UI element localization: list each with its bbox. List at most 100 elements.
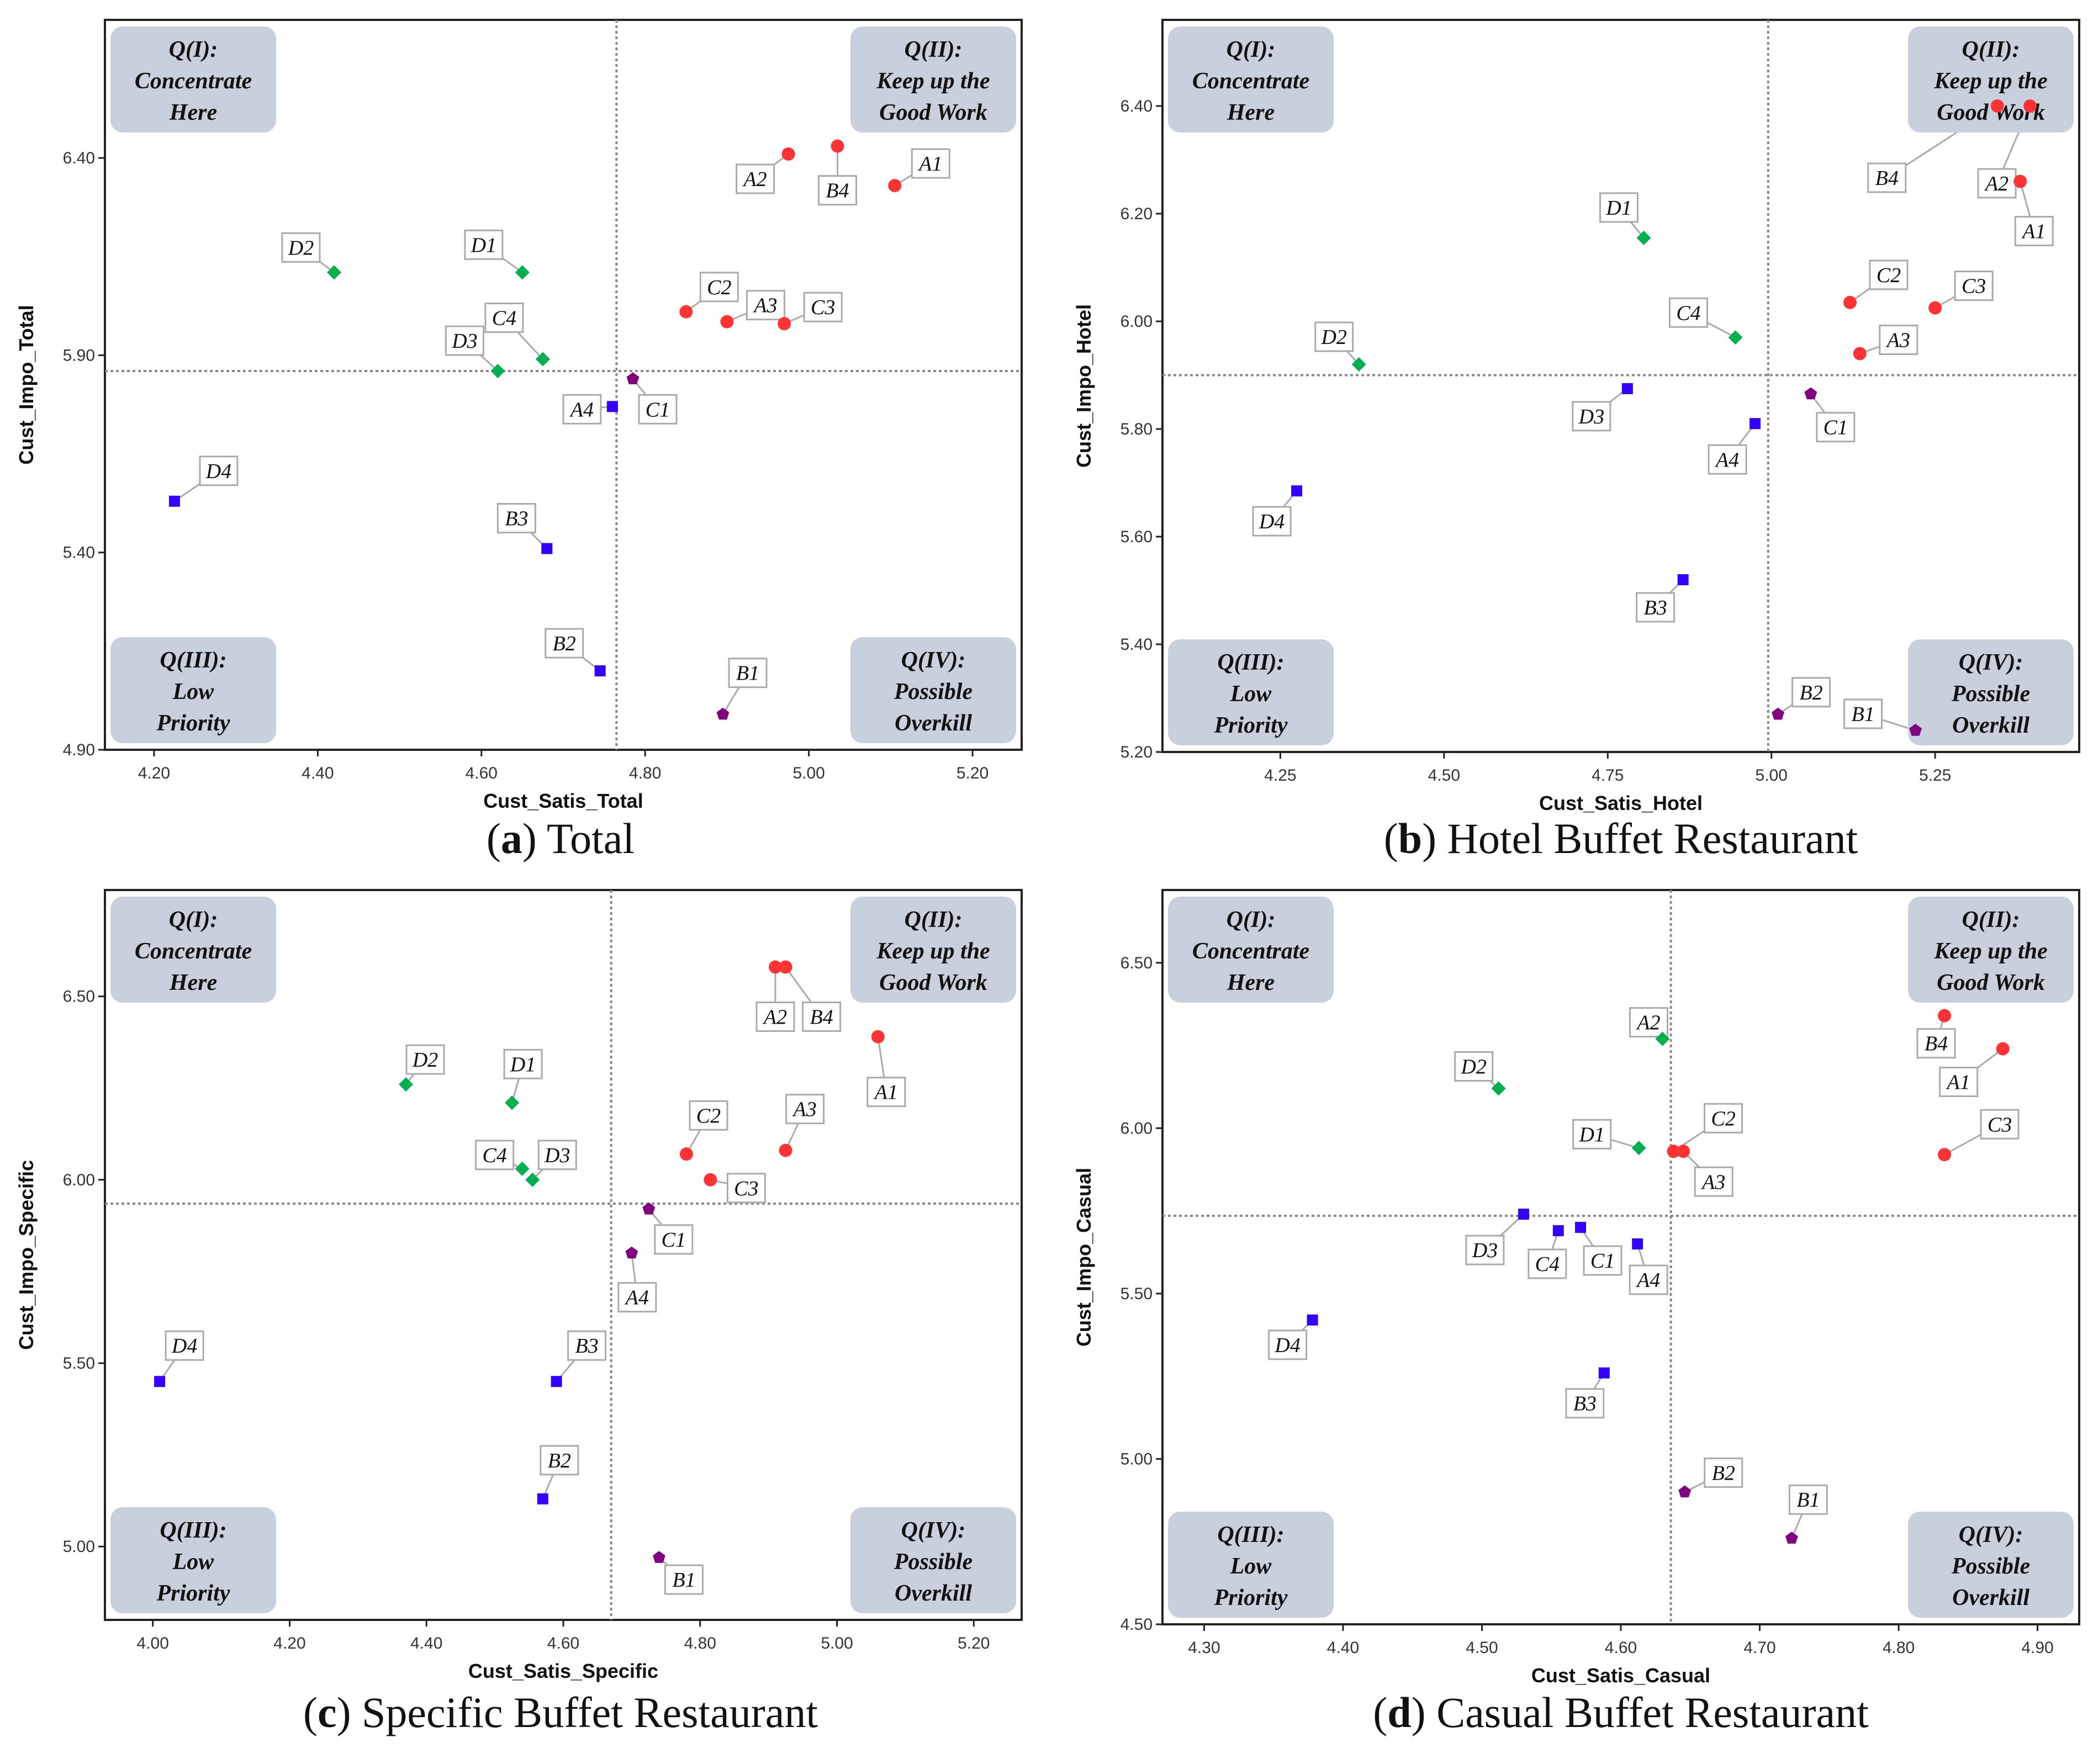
point-label-A2: A2 — [762, 1006, 787, 1029]
y-tick-label: 6.00 — [1121, 1119, 1153, 1137]
x-tick-label: 4.40 — [1327, 1639, 1359, 1657]
point-label-box — [1867, 162, 1907, 193]
data-point-D2 — [327, 265, 341, 280]
quadrant-label-q4-line: Overkill — [1952, 1585, 2029, 1611]
x-tick-label: 5.00 — [821, 1634, 853, 1652]
point-label-C2: C2 — [1877, 264, 1901, 287]
data-point-D3 — [490, 363, 505, 378]
point-label-box — [728, 658, 768, 688]
quadrant-label-q4-background — [1908, 1512, 2074, 1618]
y-tick-label: 5.80 — [1121, 420, 1153, 438]
data-point-C2 — [1667, 1145, 1680, 1158]
y-axis-title: Cust_Impo_Hotel — [1072, 304, 1095, 468]
point-label-box — [664, 1564, 704, 1595]
quadrant-label-q2-line: Good Work — [1937, 970, 2045, 995]
quadrant-label-q2-line: Keep up the — [876, 939, 990, 964]
quadrant-label-q1-line: Concentrate — [135, 939, 252, 964]
point-label-D2: D2 — [1460, 1055, 1486, 1078]
quadrant-label-q4: Q(IV): Possible Overkill — [1908, 1512, 2074, 1618]
x-tick-label: 4.20 — [273, 1634, 305, 1652]
data-point-D2 — [1351, 357, 1366, 372]
data-point-C4 — [515, 1161, 530, 1176]
point-label-box — [496, 503, 536, 534]
data-point-D2 — [1491, 1081, 1506, 1096]
quadrant-label-q1: Q(I): Concentrate Here — [110, 897, 276, 1003]
point-label-D3: D3 — [1578, 405, 1604, 428]
quadrant-label-q2-line: Good Work — [879, 970, 987, 995]
quadrant-label-q1-line: Concentrate — [135, 68, 252, 94]
data-point-C3 — [704, 1173, 717, 1186]
x-tick-label: 4.00 — [137, 1634, 169, 1652]
point-label-A1: A1 — [2021, 220, 2046, 243]
data-point-B2 — [1772, 707, 1784, 720]
y-axis-title: Cust_Impo_Casual — [1072, 1168, 1095, 1347]
point-label-B2: B2 — [1799, 681, 1822, 704]
point-label-D4: D4 — [205, 460, 231, 483]
point-label-box — [1708, 444, 1747, 475]
point-label-C1: C1 — [1590, 1249, 1615, 1273]
data-point-C4 — [1728, 330, 1743, 345]
quadrant-label-q1-background — [110, 897, 276, 1003]
point-label-box — [1788, 1484, 1828, 1515]
data-point-B3 — [541, 543, 553, 554]
point-label-box — [1583, 1245, 1622, 1276]
y-tick-label: 5.60 — [1121, 528, 1153, 546]
point-label-box — [726, 1173, 766, 1204]
data-point-A1 — [871, 1030, 885, 1043]
quadrant-label-q2: Q(II): Keep up the Good Work — [850, 27, 1016, 133]
data-point-B1 — [653, 1551, 665, 1563]
x-axis-title: Cust_Satis_Specific — [468, 1660, 658, 1682]
quadrant-label-q1-line: Q(I): — [1227, 37, 1276, 62]
point-label-box — [746, 290, 785, 321]
x-axis-title: Cust_Satis_Total — [483, 790, 643, 812]
y-tick-label: 5.00 — [63, 1538, 95, 1556]
x-tick-label: 4.40 — [302, 764, 334, 782]
data-point-A3 — [779, 1143, 792, 1157]
quadrant-label-q4-background — [850, 1507, 1016, 1613]
quadrant-label-q4-line: Overkill — [895, 1581, 972, 1606]
point-label-box — [1465, 1235, 1505, 1265]
x-tick-label: 4.80 — [629, 764, 661, 782]
data-point-D1 — [515, 265, 530, 280]
point-label-box — [537, 1140, 577, 1170]
point-label-C4: C4 — [1676, 301, 1700, 325]
point-label-box — [699, 272, 739, 303]
plot-frame — [1161, 19, 2080, 753]
point-label-B3: B3 — [505, 507, 528, 531]
point-label-C1: C1 — [1824, 416, 1848, 439]
quadrant-label-q2-line: Keep up the — [1933, 68, 2047, 94]
point-label-D3: D3 — [1472, 1239, 1498, 1262]
point-label-C2: C2 — [1711, 1107, 1735, 1130]
point-label-B3: B3 — [1644, 596, 1667, 619]
point-label-box — [545, 628, 584, 659]
x-tick-label: 4.40 — [410, 1634, 442, 1652]
quadrant-label-q3-line: Q(III): — [160, 1518, 226, 1543]
data-point-C1 — [642, 1203, 656, 1215]
x-tick-label: 4.20 — [138, 764, 170, 782]
data-point-A3 — [1853, 347, 1867, 361]
point-label-A4: A4 — [1635, 1269, 1660, 1292]
point-label-box — [2014, 216, 2054, 246]
point-label-box — [1572, 401, 1611, 432]
quadrant-label-q2-line: Q(II): — [1962, 907, 2020, 933]
x-tick-label: 4.30 — [1188, 1639, 1220, 1657]
x-tick-label: 5.20 — [956, 764, 989, 782]
point-label-D3: D3 — [451, 330, 477, 353]
quadrant-label-q4-line: Overkill — [1952, 713, 2029, 738]
point-label-D3: D3 — [544, 1144, 570, 1167]
point-label-box — [445, 325, 484, 356]
point-label-B1: B1 — [1796, 1488, 1820, 1512]
quadrant-label-q1-line: Q(I): — [1227, 907, 1276, 933]
point-label-D2: D2 — [288, 236, 314, 259]
quadrant-label-q4-line: Q(IV): — [1959, 1522, 2023, 1548]
data-point-A2 — [781, 147, 795, 161]
point-label-box — [464, 229, 504, 260]
plot-frame — [104, 889, 1023, 1621]
data-point-A1 — [2013, 174, 2027, 188]
y-tick-label: 6.00 — [63, 1171, 95, 1189]
x-axis-title: Cust_Satis_Hotel — [1539, 792, 1703, 814]
y-tick-label: 5.40 — [1121, 635, 1153, 654]
y-tick-label: 6.50 — [1121, 954, 1153, 972]
quadrant-label-q2: Q(II): Keep up the Good Work — [1908, 897, 2074, 1003]
point-label-A3: A3 — [752, 294, 777, 317]
